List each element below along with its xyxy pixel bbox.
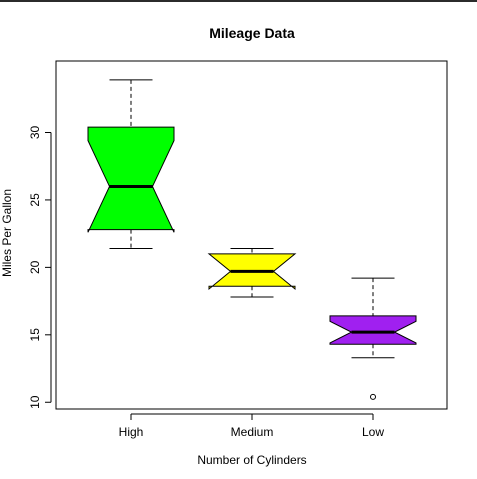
x-tick-label: Low — [362, 425, 384, 439]
box-body — [329, 315, 417, 345]
y-tick-label: 15 — [28, 328, 42, 342]
chart-title: Mileage Data — [209, 25, 295, 41]
box-high — [87, 79, 175, 249]
x-axis: High Medium Low — [119, 413, 384, 439]
y-axis: 10 15 20 25 30 — [28, 125, 52, 409]
y-axis-label: Miles Per Gallon — [0, 189, 14, 277]
window-top-border — [0, 0, 477, 2]
outlier-point — [370, 393, 376, 400]
box-body — [87, 126, 175, 233]
x-axis-label: Number of Cylinders — [197, 453, 306, 467]
plot-frame — [55, 60, 448, 410]
boxes-group — [87, 79, 417, 400]
x-tick-label: Medium — [231, 425, 274, 439]
y-tick-label: 10 — [28, 395, 42, 409]
y-tick-label: 20 — [28, 260, 42, 274]
box-medium — [207, 247, 297, 298]
x-tick-label: High — [119, 425, 144, 439]
y-tick-label: 25 — [28, 193, 42, 207]
y-tick-label: 30 — [28, 125, 42, 139]
box-low — [329, 277, 417, 400]
